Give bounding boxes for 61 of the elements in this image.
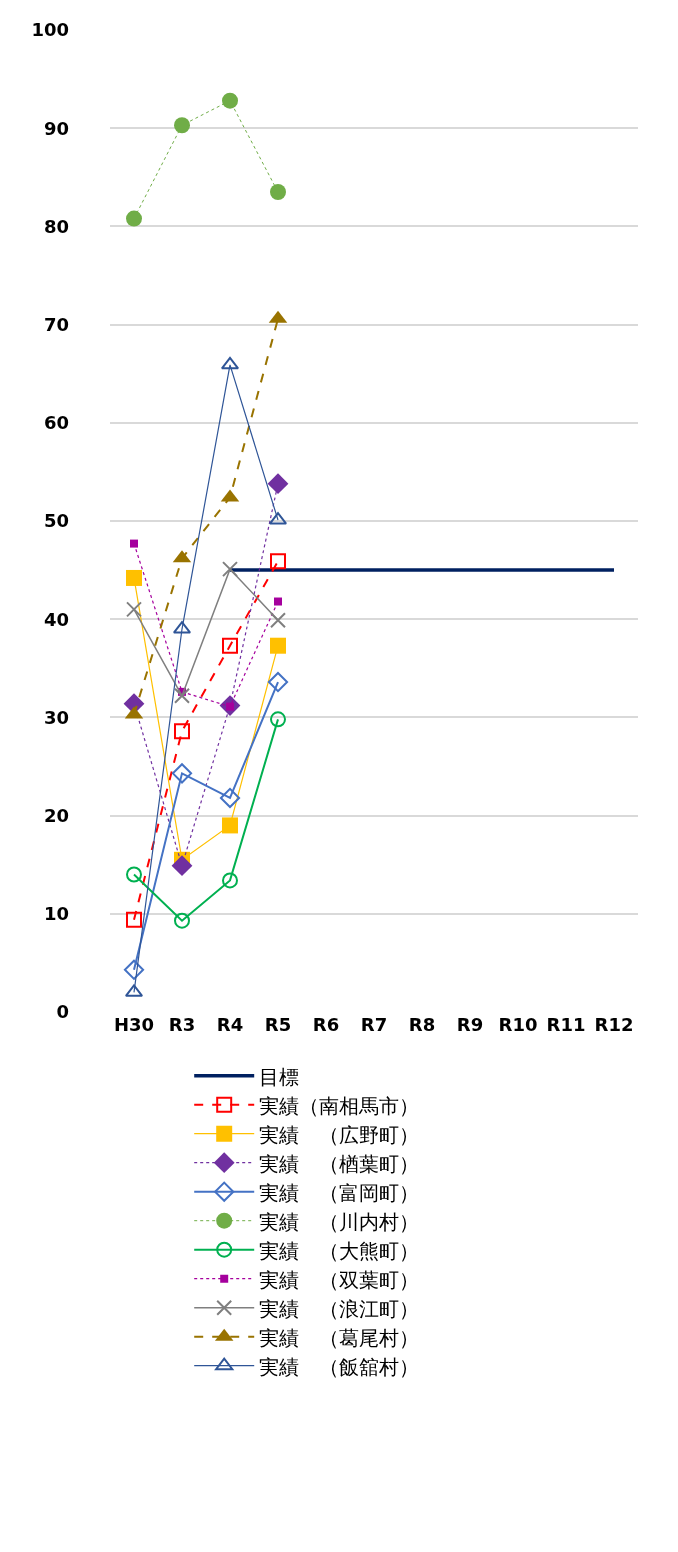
x-tick-label: R11	[546, 1014, 586, 1035]
y-tick-label: 20	[43, 804, 69, 826]
point	[171, 855, 193, 877]
y-tick-label: 60	[43, 412, 69, 434]
point	[270, 612, 286, 629]
y-tick-label: 10	[43, 903, 69, 925]
x-tick-label: R9	[456, 1014, 484, 1035]
point	[270, 553, 286, 570]
x-tick-label: H30	[113, 1014, 155, 1035]
x-tick-label: R7	[360, 1014, 388, 1035]
point	[126, 911, 142, 928]
point	[126, 866, 142, 883]
x-tick-label: R12	[594, 1014, 634, 1035]
point	[174, 723, 190, 740]
x-tick-label: R4	[216, 1014, 244, 1035]
y-tick-label: 80	[43, 215, 69, 237]
point	[222, 92, 238, 109]
point	[274, 597, 282, 606]
legend-label: 目標	[259, 1064, 300, 1089]
y-tick-label: 70	[43, 313, 69, 335]
point	[174, 687, 190, 704]
point	[130, 539, 138, 548]
x-tick-label: R8	[408, 1014, 436, 1035]
y-tick-label: 100	[31, 19, 69, 41]
point	[267, 671, 289, 693]
point	[126, 569, 142, 586]
legend-label: 実績 （飯舘村）	[259, 1354, 420, 1379]
y-tick-label: 40	[43, 608, 69, 630]
point	[270, 184, 286, 201]
point	[219, 787, 241, 809]
legend-label: 実績 （楢葉町）	[259, 1151, 420, 1176]
point	[123, 959, 145, 980]
y-tick-label: 50	[43, 510, 69, 532]
point	[222, 817, 238, 834]
point	[171, 763, 193, 784]
point	[126, 210, 142, 227]
point	[267, 473, 289, 495]
legend-label: 実績 （川内村）	[259, 1209, 420, 1234]
legend-label: 実績 （広野町）	[259, 1122, 420, 1147]
point	[270, 711, 286, 728]
point	[270, 637, 286, 654]
point	[220, 356, 240, 370]
point	[126, 601, 142, 618]
point	[222, 872, 238, 889]
legend-label: 実績（南相馬市）	[259, 1093, 420, 1118]
y-tick-label: 0	[56, 1001, 69, 1023]
legend-label: 実績 （浪江町）	[259, 1296, 420, 1321]
x-tick-label: R10	[498, 1014, 538, 1035]
legend-label: 実績 （葛尾村）	[259, 1325, 420, 1350]
y-tick-label: 30	[43, 706, 69, 728]
legend-label: 実績 （富岡町）	[259, 1180, 420, 1205]
y-tick-label: 90	[43, 117, 69, 139]
x-tick-label: R3	[168, 1014, 196, 1035]
point	[174, 117, 190, 134]
legend-label: 実績 （大熊町）	[259, 1238, 420, 1263]
x-tick-label: R6	[312, 1014, 340, 1035]
legend-label: 実績 （双葉町）	[259, 1267, 420, 1292]
point	[174, 912, 190, 929]
x-tick-label: R5	[264, 1014, 292, 1035]
point	[222, 561, 238, 578]
point	[222, 637, 238, 654]
